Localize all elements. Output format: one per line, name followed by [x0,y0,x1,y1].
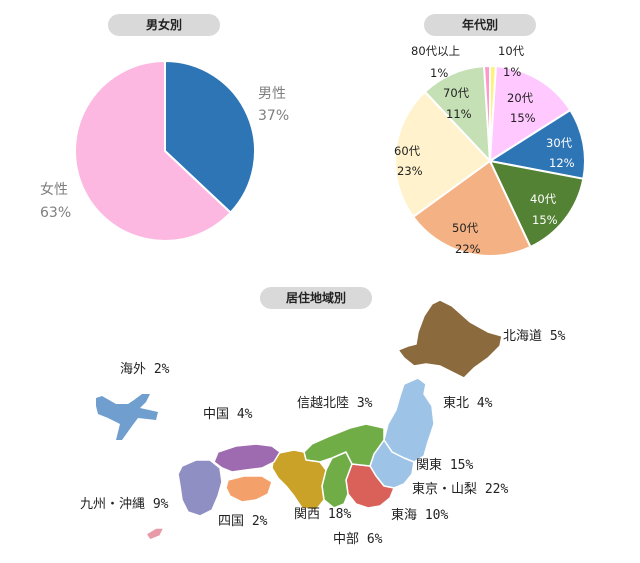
region-label-tohoku: 東北 4% [443,395,493,411]
region-label-shikoku: 四国 2% [218,514,268,529]
age-slice-6 [423,65,492,164]
gender-label-male-name: 男性 [258,86,286,102]
gender-slice-0 [164,59,256,215]
gender-chart-title: 男女別 [146,17,182,32]
age-label-70s-name: 70代 [443,86,470,100]
age-slice-3 [488,159,585,249]
region-kyushu-shape [177,459,223,517]
age-slice-1 [488,65,572,163]
region-label-chugoku: 中国 4% [203,407,253,422]
region-tohoku-shape [383,377,435,463]
age-slice-4 [411,159,532,257]
age-chart-title: 年代別 [462,17,498,32]
japan-map [96,299,503,541]
age-slice-2 [487,108,586,180]
region-shikoku-shape [225,475,273,503]
age-label-10s-name: 10代 [498,44,525,58]
region-label-chubu: 中部 6% [333,532,383,547]
age-label-40s-pct: 15% [532,213,558,227]
region-label-kansai: 関西 18% [294,507,351,522]
region-label-tokyo: 東京・山梨 22% [412,481,508,497]
region-hokkaido-shape [397,299,503,379]
age-label-30s-pct: 12% [549,156,575,170]
age-label-20s-pct: 15% [510,111,536,125]
region-chugoku-shape [213,443,281,473]
gender-label-female-name: 女性 [40,181,68,198]
region-label-shinetsu: 信越北陸 3% [297,395,373,411]
age-label-80s-name: 80代以上 [411,44,460,58]
region-title-pill: 居住地域別 [260,287,372,309]
age-label-30s-name: 30代 [546,136,573,150]
region-label-overseas: 海外 2% [120,362,170,377]
region-chart-title: 居住地域別 [286,290,346,305]
region-label-tokai: 東海 10% [391,507,448,523]
age-pie [394,64,586,257]
gender-pie [74,59,256,242]
age-label-70s-pct: 11% [446,107,472,121]
region-label-hokkaido: 北海道 5% [503,329,566,344]
age-label-80s-pct: 1% [430,66,448,80]
age-slice-5 [394,90,492,219]
region-okinawa-shape [145,527,165,541]
age-label-40s-name: 40代 [530,192,557,206]
region-label-kyushu: 九州・沖縄 9% [80,497,169,512]
airplane-icon [96,394,158,440]
age-label-50s-name: 50代 [452,221,479,235]
gender-label-male-pct: 37% [258,108,289,124]
age-label-50s-pct: 22% [455,242,481,256]
age-label-60s-name: 60代 [394,144,421,158]
age-slice-7 [482,64,491,162]
gender-slice-1 [74,59,233,242]
age-title-pill: 年代別 [424,14,536,36]
age-label-20s-name: 20代 [507,91,534,105]
age-label-10s-pct: 1% [503,65,521,79]
age-label-60s-pct: 23% [397,164,423,178]
gender-title-pill: 男女別 [108,14,220,36]
gender-label-female-pct: 63% [40,205,71,221]
region-label-kanto: 関東 15% [416,457,473,473]
region-kansai-shape [271,449,327,511]
